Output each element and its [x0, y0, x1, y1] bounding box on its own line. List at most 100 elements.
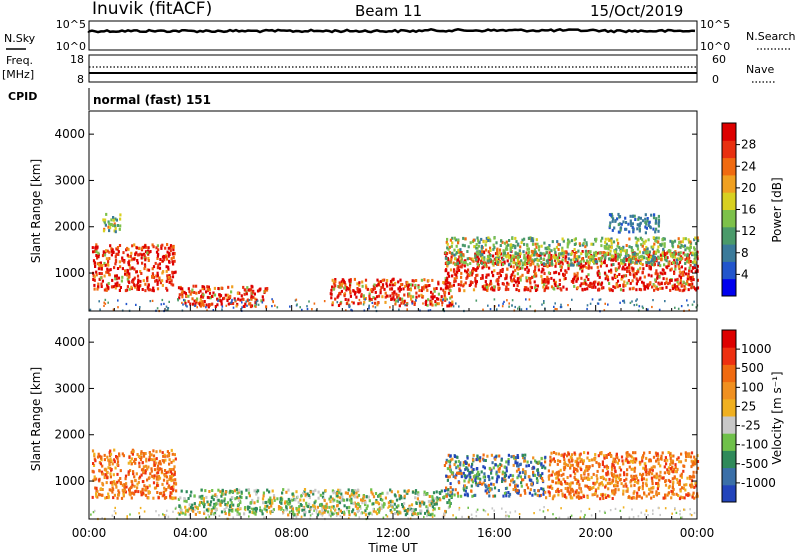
data-cell	[170, 479, 173, 483]
data-cell	[471, 271, 474, 275]
data-cell	[625, 489, 628, 493]
data-cell	[396, 295, 399, 299]
data-cell	[179, 508, 182, 511]
data-cell	[468, 472, 471, 476]
data-cell	[580, 257, 584, 261]
data-cell	[141, 261, 144, 265]
data-cell	[464, 460, 467, 464]
data-cell	[502, 253, 505, 257]
data-cell	[587, 278, 590, 281]
data-cell	[614, 286, 617, 290]
data-cell	[489, 254, 492, 257]
data-cell	[106, 455, 109, 459]
data-cell	[669, 463, 672, 466]
data-cell	[211, 302, 214, 306]
data-cell	[689, 263, 692, 267]
data-cell	[690, 286, 693, 290]
data-cell	[205, 290, 208, 294]
data-cell	[135, 246, 139, 250]
data-cell	[445, 494, 448, 498]
data-cell	[652, 245, 655, 249]
data-cell	[636, 227, 639, 231]
data-cell	[502, 263, 505, 266]
data-cell	[646, 286, 650, 290]
data-cell	[585, 254, 588, 258]
data-cell	[181, 289, 184, 293]
data-cell	[172, 262, 175, 266]
data-cell	[651, 482, 654, 486]
data-cell	[264, 504, 267, 508]
data-cell	[429, 513, 432, 517]
data-cell	[406, 285, 410, 289]
data-cell	[667, 491, 670, 495]
data-cell	[253, 304, 257, 308]
data-cell	[484, 485, 488, 489]
data-cell	[690, 465, 693, 469]
data-cell	[118, 289, 121, 292]
data-cell	[239, 495, 242, 499]
data-cell	[616, 257, 619, 261]
data-cell	[658, 308, 661, 311]
data-cell	[427, 499, 430, 503]
data-cell	[481, 266, 484, 270]
data-cell	[156, 266, 159, 270]
data-cell	[193, 291, 196, 294]
data-cell	[350, 500, 353, 504]
data-cell	[462, 461, 465, 465]
data-cell	[489, 257, 492, 261]
data-cell	[497, 275, 501, 279]
data-cell	[152, 481, 156, 485]
data-cell	[657, 224, 660, 228]
data-cell	[160, 303, 163, 306]
data-cell	[641, 484, 644, 488]
data-cell	[650, 486, 653, 490]
data-cell	[686, 259, 689, 263]
data-cell	[105, 257, 108, 261]
data-cell	[645, 456, 648, 460]
data-cell	[509, 473, 512, 477]
data-cell	[665, 281, 668, 284]
data-cell	[130, 451, 133, 455]
data-cell	[114, 230, 117, 234]
data-cell	[103, 453, 106, 457]
data-cell	[679, 257, 682, 261]
data-cell	[458, 481, 461, 485]
data-cell	[180, 291, 183, 295]
data-cell	[595, 259, 598, 263]
data-cell	[641, 487, 644, 491]
data-cell	[642, 477, 645, 481]
data-cell	[100, 470, 104, 474]
data-cell	[498, 271, 501, 275]
data-cell	[641, 219, 645, 223]
data-cell	[631, 252, 635, 256]
data-cell	[171, 270, 174, 274]
data-cell	[626, 281, 629, 285]
data-cell	[460, 265, 463, 269]
data-cell	[531, 252, 534, 256]
data-cell	[140, 468, 144, 472]
data-cell	[657, 214, 660, 218]
data-cell	[119, 286, 122, 289]
data-cell	[488, 466, 491, 470]
data-cell	[601, 460, 604, 464]
data-cell	[462, 236, 465, 240]
data-cell	[103, 476, 106, 479]
data-cell	[227, 285, 230, 289]
data-cell	[617, 255, 620, 259]
data-cell	[171, 260, 174, 264]
data-cell	[164, 246, 167, 250]
data-cell	[285, 490, 288, 494]
data-cell	[454, 257, 457, 261]
data-cell	[120, 279, 123, 283]
data-cell	[549, 261, 552, 265]
data-cell	[474, 493, 477, 497]
data-cell	[590, 487, 593, 491]
data-cell	[127, 461, 130, 465]
data-cell	[489, 487, 492, 490]
data-cell	[604, 240, 607, 244]
data-cell	[202, 497, 205, 501]
data-cell	[552, 495, 555, 499]
data-cell	[693, 287, 697, 291]
data-cell	[477, 476, 480, 480]
data-cell	[102, 218, 105, 222]
